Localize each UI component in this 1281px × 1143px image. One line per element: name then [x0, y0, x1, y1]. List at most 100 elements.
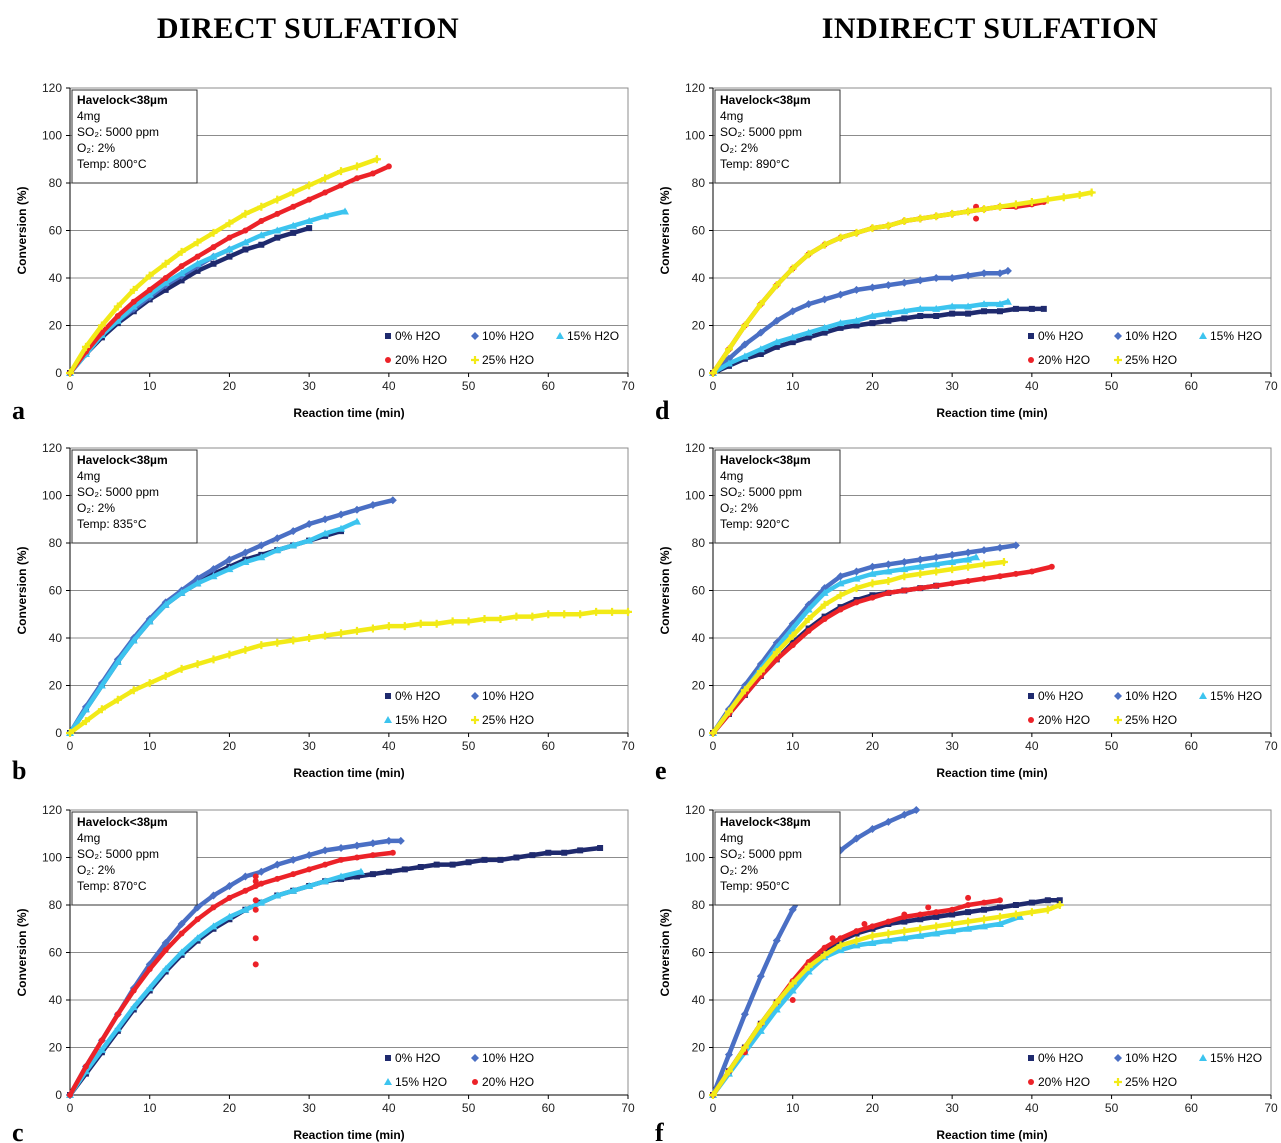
data-point [820, 600, 829, 609]
data-point [512, 612, 521, 621]
legend-item: 25% H2O [1114, 713, 1177, 727]
data-point [252, 961, 259, 968]
legend-item: 0% H2O [385, 329, 440, 343]
data-point [836, 946, 845, 954]
data-point [321, 846, 330, 855]
data-point [193, 259, 202, 267]
data-point [821, 616, 828, 622]
info-box: Havelock<38µm 4mg SO₂: 5000 ppm O₂: 2% Temp:… [714, 449, 841, 544]
y-tick-label: 40 [692, 631, 706, 645]
data-point [496, 615, 505, 623]
data-point [724, 707, 733, 716]
data-point [145, 617, 154, 625]
data-point [868, 224, 877, 233]
data-point [804, 300, 813, 309]
info-o2: O₂: 2% [720, 501, 758, 515]
data-point [290, 871, 297, 878]
data-point [449, 861, 456, 868]
data-point [756, 1019, 765, 1028]
legend-marker [1028, 1079, 1034, 1085]
data-point [432, 619, 441, 628]
data-point [289, 221, 298, 229]
legend-marker [1114, 716, 1122, 724]
data-point [356, 867, 365, 875]
x-tick-label: 40 [1025, 1101, 1039, 1115]
x-tick-label: 20 [866, 739, 880, 753]
data-point [820, 323, 829, 331]
data-point [996, 573, 1003, 580]
info-temp: Temp: 800°C [77, 157, 147, 171]
legend-label: 15% H2O [1210, 329, 1262, 343]
legend-label: 20% H2O [482, 1075, 534, 1089]
y-tick-label: 100 [42, 489, 62, 503]
data-point [338, 856, 345, 863]
data-point [306, 866, 313, 873]
data-point [145, 984, 154, 992]
info-box-frame [714, 449, 841, 544]
data-point [964, 302, 973, 310]
legend-label: 25% H2O [1125, 353, 1177, 367]
data-point [577, 847, 584, 854]
y-axis-title: Conversion (%) [15, 186, 29, 274]
info-box-frame [714, 89, 841, 184]
data-point [900, 307, 909, 315]
info-o2: O₂: 2% [720, 141, 758, 155]
data-point [241, 558, 250, 565]
legend-marker [1028, 357, 1034, 363]
data-point [837, 606, 844, 613]
data-point [885, 589, 892, 596]
data-point [948, 274, 957, 282]
data-point [388, 496, 397, 505]
y-tick-label: 0 [55, 1088, 62, 1102]
data-point [113, 695, 122, 704]
info-box: Havelock<38µm 4mg SO₂: 5000 ppm O₂: 2% Temp:… [714, 811, 841, 906]
y-tick-label: 20 [692, 319, 706, 333]
legend-marker [384, 1078, 392, 1085]
data-point [900, 927, 909, 936]
data-point [225, 912, 234, 920]
data-point [788, 986, 797, 994]
data-point [964, 562, 973, 571]
legend-marker [1028, 717, 1034, 723]
legend-item: 10% H2O [471, 1051, 534, 1065]
data-point [352, 841, 361, 850]
legend-label: 15% H2O [395, 713, 447, 727]
data-point [885, 918, 892, 925]
data-point [949, 580, 956, 587]
legend-item: 15% H2O [1199, 329, 1262, 343]
y-tick-label: 100 [685, 129, 705, 143]
info-o2: O₂: 2% [77, 141, 115, 155]
data-point [113, 302, 122, 311]
x-tick-label: 20 [866, 1101, 880, 1115]
data-point [724, 359, 733, 367]
data-point [369, 170, 376, 177]
legend-label: 10% H2O [1125, 1051, 1177, 1065]
data-point [932, 560, 941, 568]
data-point [209, 655, 218, 664]
data-point [481, 856, 488, 863]
data-point [226, 894, 233, 901]
legend: 0% H2O 10% H2O 15% H2O 20% H2O 25% H2O [1028, 329, 1262, 367]
data-point [225, 555, 234, 564]
data-point [973, 215, 980, 222]
data-point [384, 622, 393, 631]
legend-label: 10% H2O [1125, 689, 1177, 703]
series-trace [710, 299, 1011, 376]
indirect-sulfation-heading: INDIRECT SULFATION [821, 12, 1159, 45]
legend-item: 10% H2O [471, 329, 534, 343]
legend-marker [1199, 692, 1207, 699]
data-point [965, 894, 972, 901]
data-point [305, 217, 314, 224]
data-point [161, 965, 170, 973]
data-point [389, 849, 396, 856]
legend-label: 10% H2O [482, 689, 534, 703]
data-point [338, 182, 345, 189]
data-point [1055, 901, 1064, 909]
data-point [852, 228, 861, 237]
x-tick-label: 30 [302, 1101, 316, 1115]
data-point [948, 565, 957, 574]
legend-item: 20% H2O [385, 353, 447, 367]
data-point [980, 269, 989, 278]
data-point [305, 851, 314, 860]
y-tick-label: 20 [49, 679, 63, 693]
